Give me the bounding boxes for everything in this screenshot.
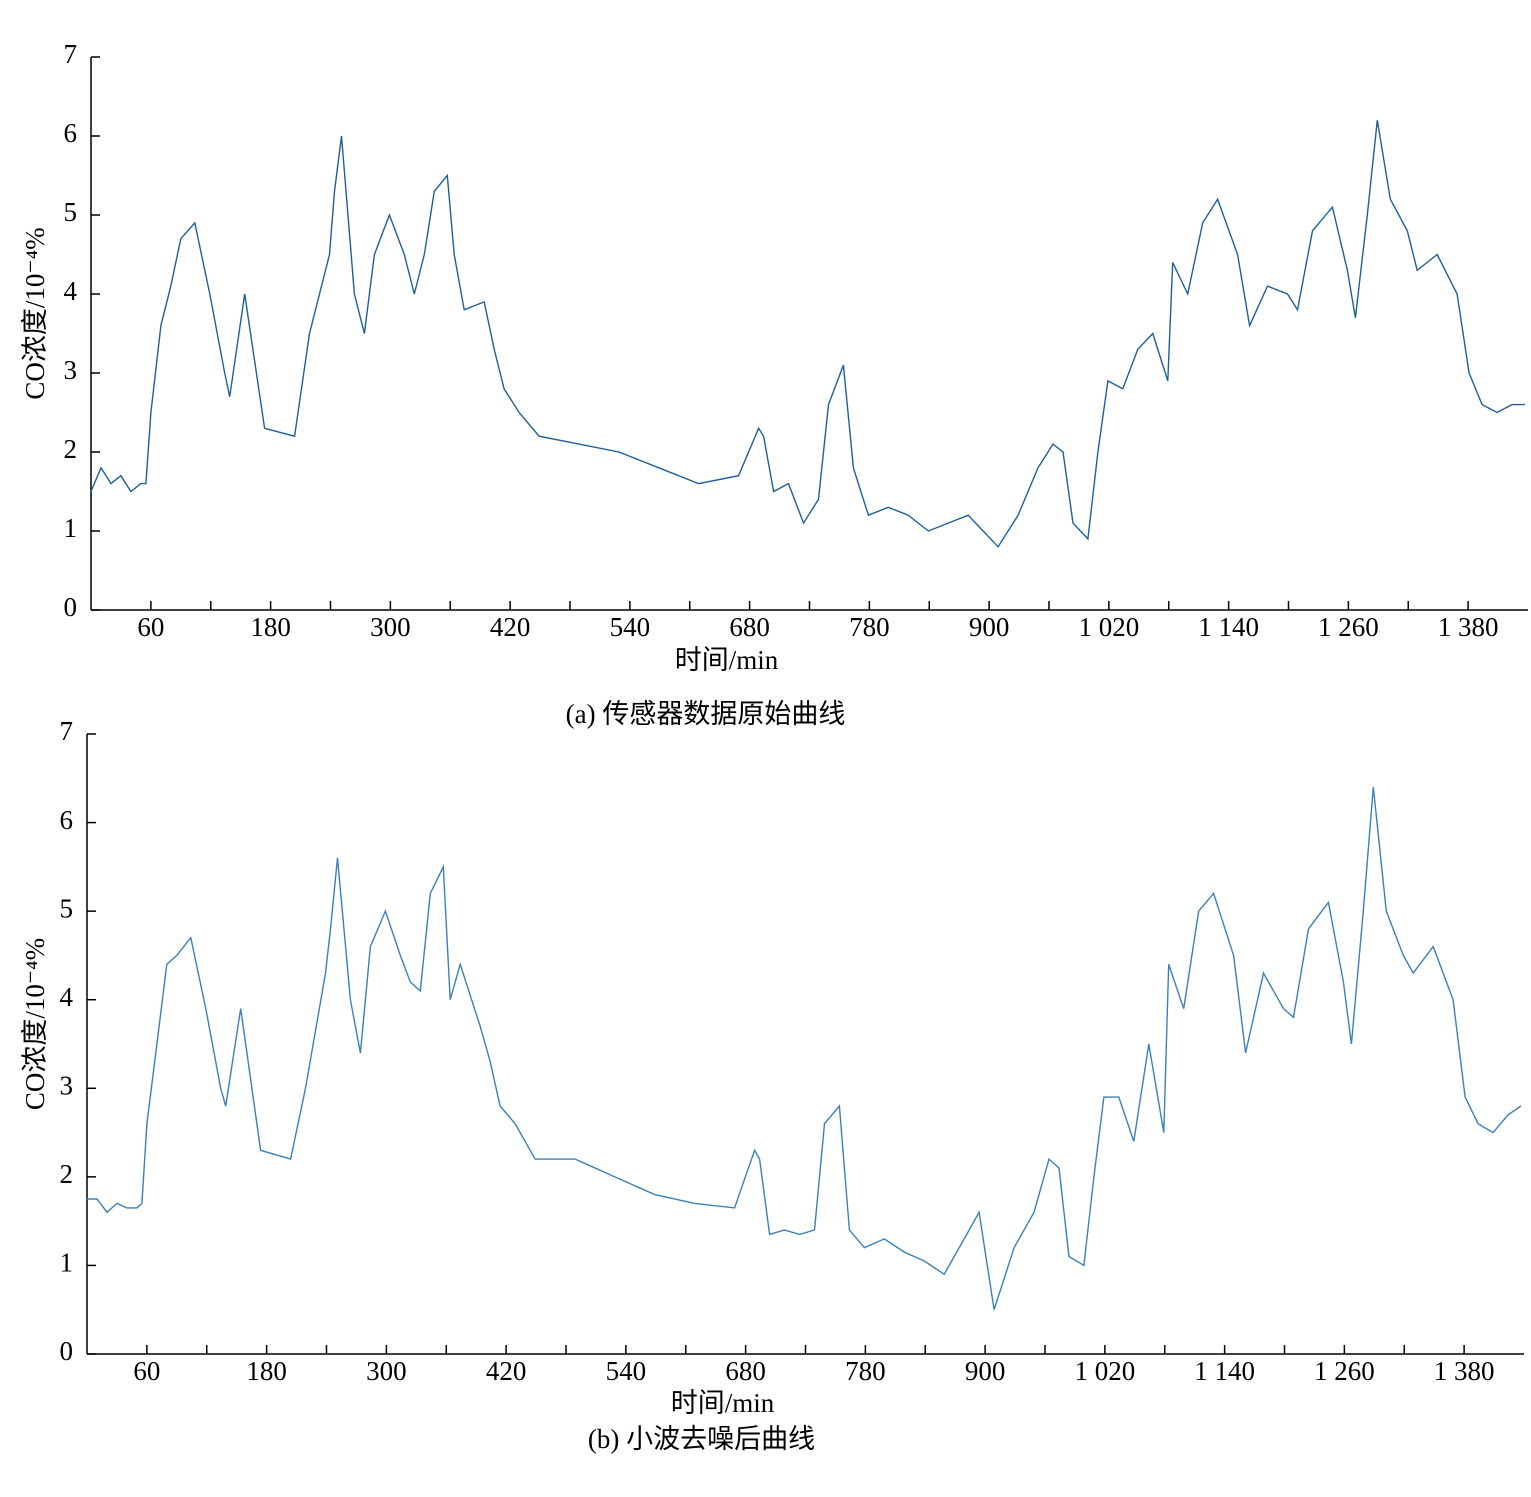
y-tick-label: 1 [60, 1248, 74, 1278]
x-tick-label: 300 [366, 1356, 407, 1386]
chart-caption: (a) 传感器数据原始曲线 [566, 699, 846, 729]
y-axis-label: CO浓度/10⁻⁴% [20, 227, 50, 399]
y-tick-label: 2 [64, 434, 78, 464]
x-tick-label: 1 140 [1194, 1356, 1255, 1386]
x-tick-label: 1 140 [1198, 612, 1259, 642]
y-tick-label: 5 [60, 893, 74, 923]
x-tick-label: 300 [370, 612, 411, 642]
x-axis-label: 时间/min [675, 645, 779, 675]
y-tick-label: 0 [60, 1336, 74, 1366]
y-tick-label: 2 [60, 1159, 74, 1189]
y-axis-label: CO浓度/10⁻⁴% [20, 938, 50, 1110]
x-tick-label: 420 [486, 1356, 527, 1386]
y-tick-label: 4 [60, 982, 74, 1012]
x-tick-label: 1 380 [1434, 1356, 1495, 1386]
y-tick-label: 7 [60, 716, 74, 746]
x-tick-label: 1 380 [1438, 612, 1499, 642]
y-tick-label: 0 [64, 592, 78, 622]
y-tick-label: 4 [64, 276, 78, 306]
x-tick-label: 780 [845, 1356, 886, 1386]
x-axis-label: 时间/min [671, 1388, 775, 1418]
x-tick-label: 680 [725, 1356, 766, 1386]
x-tick-label: 540 [610, 612, 651, 642]
y-tick-label: 3 [60, 1070, 74, 1100]
x-tick-label: 180 [246, 1356, 287, 1386]
data-line [90, 120, 1525, 548]
x-tick-label: 780 [849, 612, 890, 642]
y-tick-label: 6 [60, 805, 74, 835]
x-tick-label: 60 [137, 612, 164, 642]
x-tick-label: 1 260 [1314, 1356, 1375, 1386]
x-tick-label: 540 [606, 1356, 647, 1386]
x-tick-label: 900 [969, 612, 1010, 642]
y-tick-label: 1 [64, 513, 78, 543]
x-tick-label: 1 020 [1079, 612, 1140, 642]
x-tick-label: 420 [490, 612, 531, 642]
x-tick-label: 1 020 [1075, 1356, 1136, 1386]
x-tick-label: 900 [965, 1356, 1006, 1386]
x-tick-label: 1 260 [1318, 612, 1379, 642]
data-line [87, 787, 1522, 1310]
x-tick-label: 680 [729, 612, 770, 642]
y-tick-label: 3 [64, 355, 78, 385]
x-tick-label: 180 [250, 612, 291, 642]
chart-caption: (b) 小波去噪后曲线 [588, 1424, 815, 1454]
y-tick-label: 7 [64, 39, 78, 69]
y-tick-label: 6 [64, 118, 78, 148]
x-tick-label: 60 [133, 1356, 160, 1386]
y-tick-label: 5 [64, 197, 78, 227]
